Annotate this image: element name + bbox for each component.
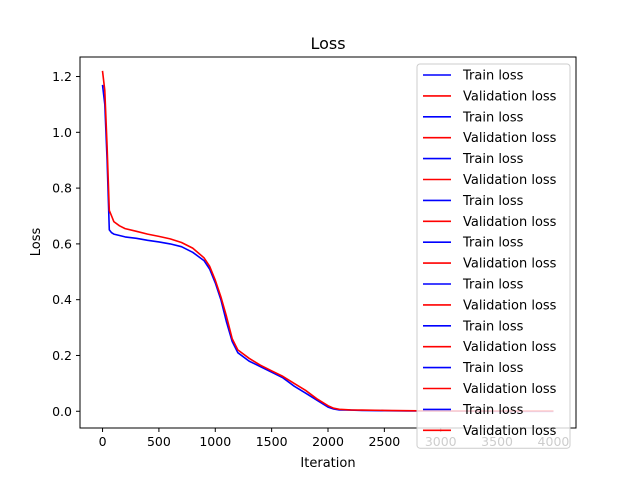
y-tick-label: 1.0 xyxy=(52,125,72,140)
legend-entry-label: Train loss xyxy=(462,152,524,167)
legend-entry-label: Validation loss xyxy=(463,89,557,104)
legend-box xyxy=(416,63,571,449)
x-tick-label: 1000 xyxy=(199,434,231,449)
legend-entry-label: Validation loss xyxy=(463,424,557,439)
legend-entry-label: Train loss xyxy=(462,361,524,376)
x-tick-label: 2500 xyxy=(368,434,400,449)
legend-entry-label: Validation loss xyxy=(463,298,557,313)
y-axis-label: Loss xyxy=(29,228,44,257)
x-tick-label: 1500 xyxy=(256,434,288,449)
chart-title: Loss xyxy=(310,34,345,53)
legend-entry-label: Validation loss xyxy=(463,257,557,272)
y-axis-ticks: 0.0 0.2 0.4 0.6 0.8 1.0 1.2 xyxy=(52,69,80,419)
legend-entry-label: Validation loss xyxy=(463,382,557,397)
legend-entry-label: Train loss xyxy=(462,194,524,209)
x-tick-label: 500 xyxy=(147,434,171,449)
y-tick-label: 0.6 xyxy=(52,236,72,251)
plot-lines xyxy=(101,70,554,413)
legend-entry-label: Validation loss xyxy=(463,340,557,355)
legend-entry-label: Train loss xyxy=(462,69,524,84)
legend-entry-label: Validation loss xyxy=(463,131,557,146)
legend-entry-label: Train loss xyxy=(462,319,524,334)
series-line-validation-loss xyxy=(101,70,554,412)
x-axis-label: Iteration xyxy=(300,456,355,471)
x-tick-label: 2000 xyxy=(312,434,344,449)
y-tick-label: 0.4 xyxy=(52,292,72,307)
y-tick-label: 0.2 xyxy=(52,348,72,363)
legend: Train loss Validation loss Train loss Valid… xyxy=(416,63,571,449)
y-tick-label: 0.0 xyxy=(52,404,72,419)
legend-entry-label: Validation loss xyxy=(463,215,557,230)
legend-entry-label: Train loss xyxy=(462,110,524,125)
legend-entry-label: Train loss xyxy=(462,278,524,293)
legend-entry-label: Train loss xyxy=(462,236,524,251)
y-tick-label: 1.2 xyxy=(52,69,72,84)
legend-entry-label: Train loss xyxy=(462,403,524,418)
legend-entry-label: Validation loss xyxy=(463,173,557,188)
y-tick-label: 0.8 xyxy=(52,181,72,196)
x-tick-label: 0 xyxy=(99,434,107,449)
